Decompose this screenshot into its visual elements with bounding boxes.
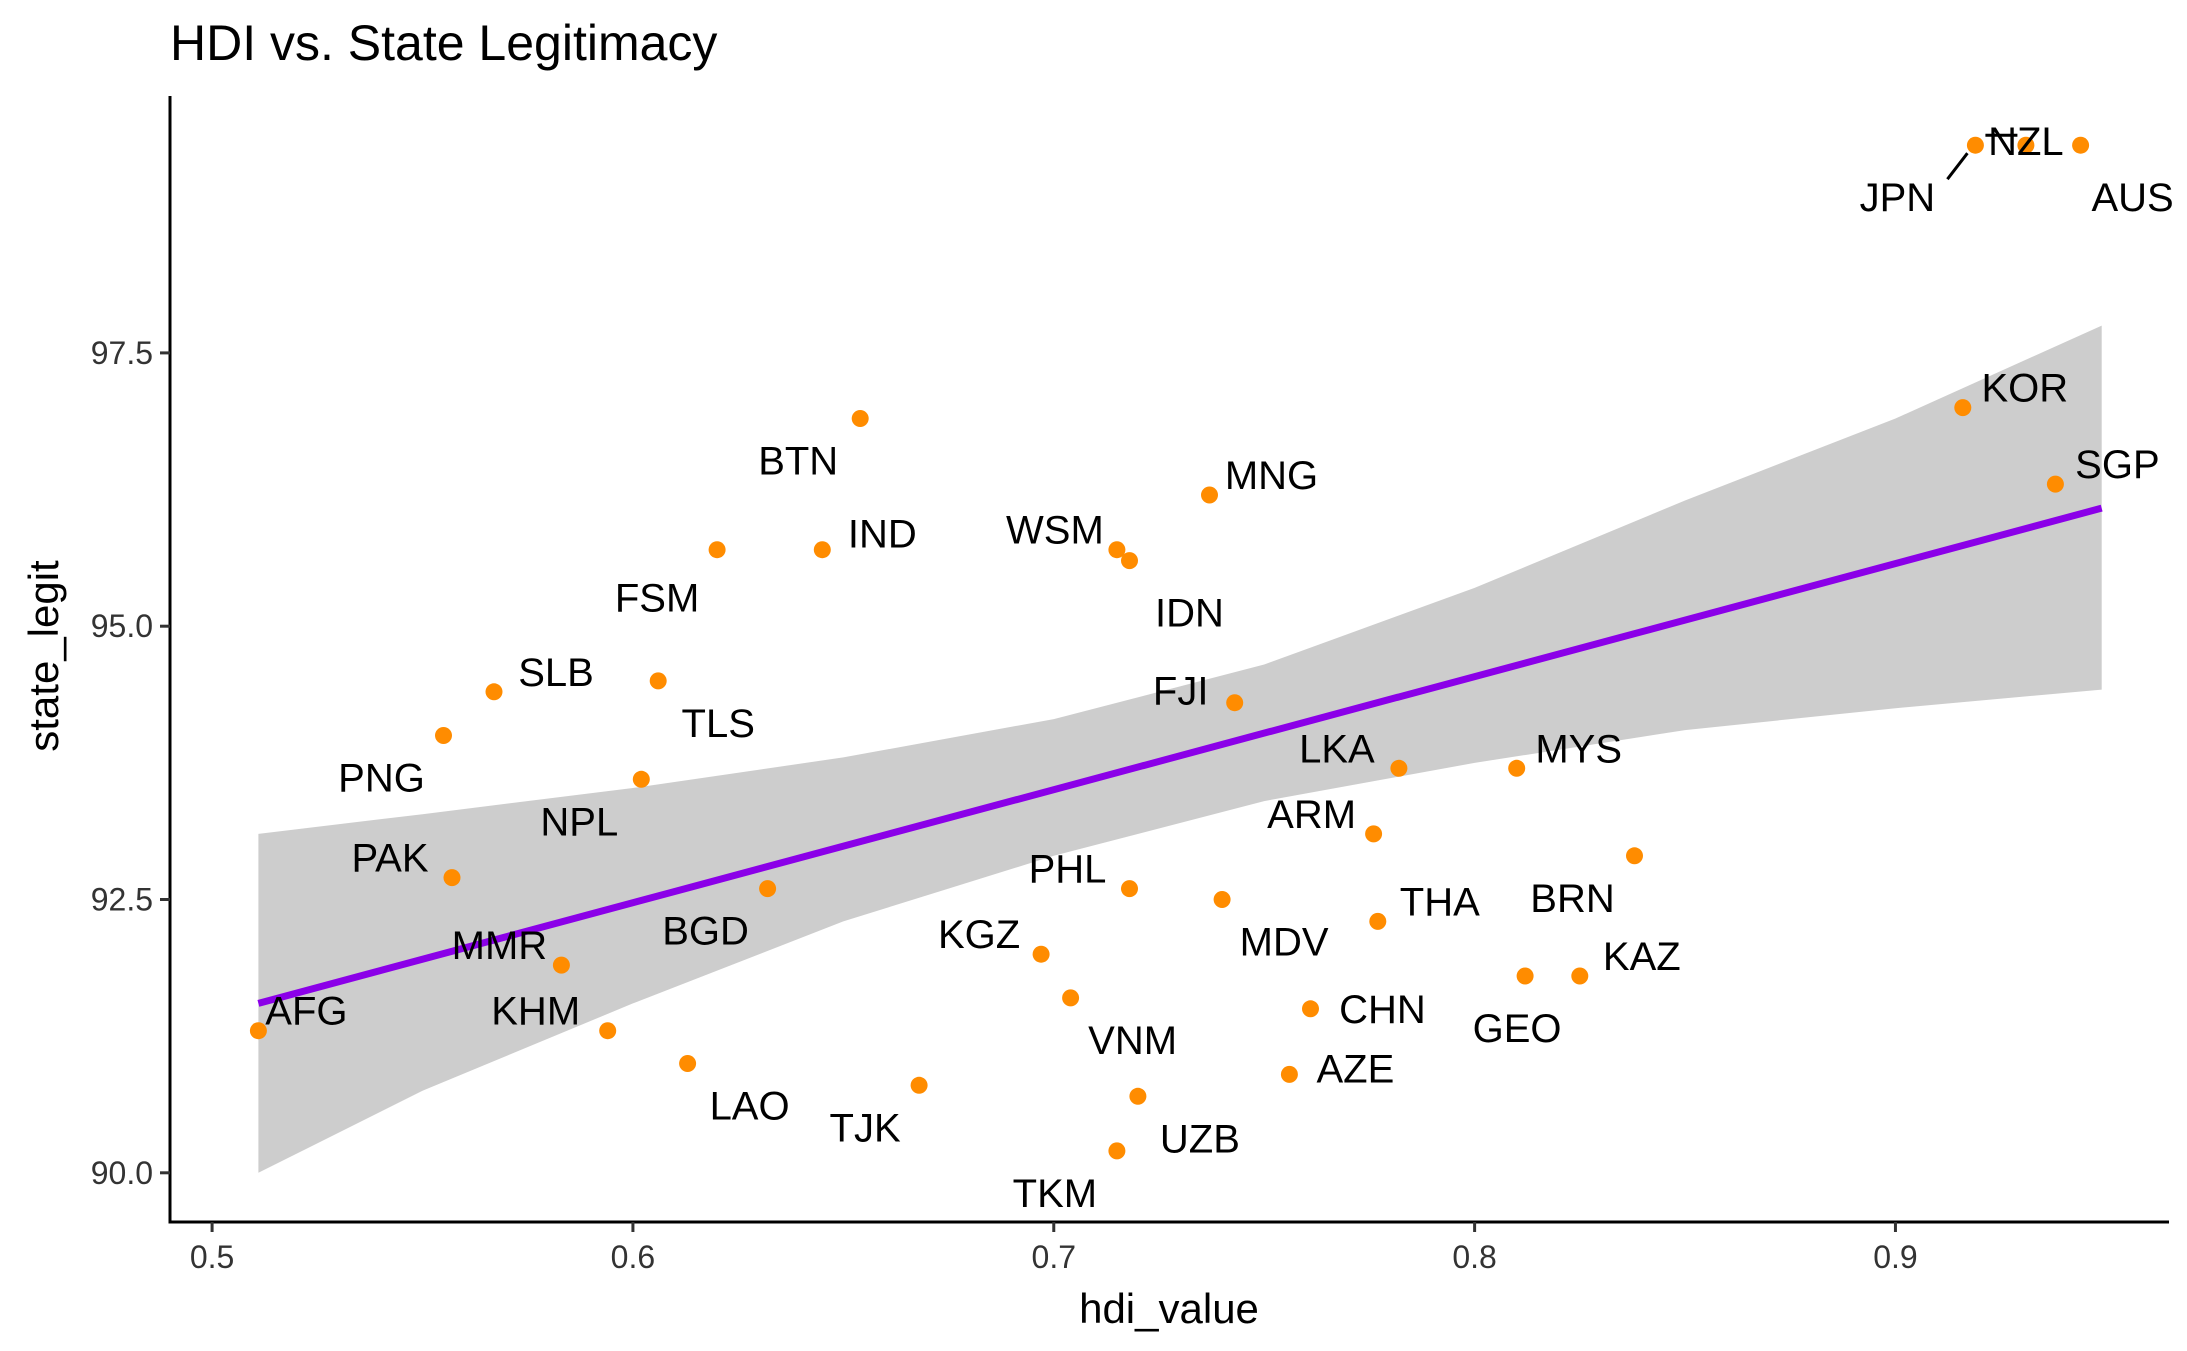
data-point-fsm (708, 541, 726, 559)
point-label-mmr: MMR (452, 924, 548, 968)
data-point-aus (2072, 136, 2090, 154)
data-point-ind (813, 541, 831, 559)
x-tick-label: 0.7 (1032, 1239, 1076, 1275)
data-point-brn (1626, 847, 1643, 865)
point-label-wsm: WSM (1006, 509, 1104, 553)
point-label-aze: AZE (1317, 1047, 1395, 1091)
x-tick-label: 0.6 (611, 1239, 655, 1275)
point-label-tls: TLS (682, 702, 755, 746)
point-label-tjk: TJK (830, 1106, 901, 1150)
data-point-tjk (910, 1076, 928, 1094)
point-label-arm: ARM (1267, 793, 1356, 837)
data-point-uzb (1129, 1087, 1147, 1105)
point-label-khm: KHM (491, 990, 580, 1034)
data-point-kaz (1571, 967, 1589, 985)
point-label-kaz: KAZ (1603, 935, 1681, 979)
data-point-lao (679, 1055, 697, 1072)
point-label-aus: AUS (2091, 176, 2173, 220)
point-label-tha: THA (1400, 880, 1480, 924)
regression-line (257, 504, 2103, 1007)
data-point-slb (485, 683, 503, 701)
data-point-vnm (1062, 989, 1080, 1007)
data-point-sgp (2046, 475, 2064, 493)
point-label-pak: PAK (351, 837, 428, 881)
point-label-afg: AFG (265, 990, 347, 1034)
data-point-kgz (1032, 945, 1050, 963)
data-point-npl (632, 770, 650, 788)
data-point-kor (1954, 399, 1972, 417)
data-point-afg (249, 1022, 267, 1040)
point-label-jpn: JPN (1860, 176, 1936, 220)
data-point-pak (443, 869, 461, 887)
y-tick-label: 92.5 (91, 882, 153, 918)
point-label-slb: SLB (518, 651, 594, 695)
data-point-geo (1516, 967, 1534, 985)
y-tick-label: 90.0 (91, 1155, 153, 1191)
point-label-mdv: MDV (1240, 921, 1329, 965)
data-point-arm (1365, 825, 1383, 843)
data-point-fji (1226, 694, 1244, 712)
jpn-label-leader (1946, 152, 1969, 181)
data-point-mys (1508, 759, 1526, 777)
data-point-mdv (1213, 891, 1231, 908)
point-label-geo: GEO (1473, 1007, 1562, 1051)
point-label-png: PNG (338, 757, 425, 801)
y-tick-label: 97.5 (91, 335, 153, 371)
y-tick-label: 95.0 (91, 608, 153, 644)
x-axis-title: hdi_value (1079, 1285, 1259, 1332)
point-label-brn: BRN (1530, 877, 1614, 921)
point-label-lao: LAO (710, 1085, 790, 1129)
data-point-png (435, 727, 452, 744)
point-label-fji: FJI (1153, 670, 1209, 714)
x-tick-label: 0.9 (1873, 1239, 1917, 1275)
axis-ticks: 0.5 0.6 0.7 0.8 0.9 90.0 92.5 95.0 97.5 (91, 335, 1918, 1275)
data-point-aze (1280, 1065, 1298, 1083)
data-point-phl (1121, 880, 1138, 898)
data-point-btn (851, 410, 869, 427)
trend-line (257, 504, 2103, 1007)
point-label-tkm: TKM (1013, 1172, 1097, 1216)
point-label-uzb: UZB (1160, 1117, 1240, 1161)
point-label-fsm: FSM (615, 577, 699, 621)
data-point-mmr (552, 956, 570, 974)
confidence-band-area (258, 325, 2102, 1173)
point-label-kgz: KGZ (938, 913, 1020, 957)
point-label-idn: IDN (1155, 592, 1224, 636)
confidence-band (258, 325, 2102, 1173)
point-label-lka: LKA (1299, 727, 1375, 771)
point-label-sgp: SGP (2075, 443, 2159, 487)
chart-title: HDI vs. State Legitimacy (170, 15, 717, 71)
point-label-kor: KOR (1981, 367, 2068, 411)
data-point-idn (1121, 552, 1138, 570)
x-tick-label: 0.5 (190, 1239, 234, 1275)
data-point-wsm (1108, 541, 1126, 559)
point-label-mng: MNG (1225, 454, 1318, 498)
point-label-vnm: VNM (1088, 1019, 1177, 1063)
x-tick-label: 0.8 (1452, 1239, 1496, 1275)
y-axis-title: state_legit (20, 560, 67, 752)
point-label-chn: CHN (1339, 988, 1426, 1032)
data-point-mng (1201, 486, 1218, 504)
data-points (249, 136, 2090, 1160)
data-point-lka (1390, 759, 1408, 777)
data-point-tls (649, 672, 667, 690)
point-label-npl: NPL (540, 800, 618, 844)
point-label-ind: IND (848, 513, 917, 557)
data-point-bgd (759, 880, 777, 898)
point-label-btn: BTN (758, 440, 838, 484)
data-point-chn (1302, 1000, 1319, 1018)
point-label-phl: PHL (1029, 848, 1107, 892)
point-label-bgd: BGD (662, 910, 749, 954)
data-point-nzl (2017, 136, 2035, 154)
data-point-tha (1369, 912, 1387, 930)
data-point-jpn (1966, 136, 1984, 154)
data-point-khm (599, 1022, 617, 1040)
point-label-mys: MYS (1535, 727, 1622, 771)
point-label-nzl: NZL (1988, 120, 2064, 164)
data-point-tkm (1108, 1142, 1126, 1160)
